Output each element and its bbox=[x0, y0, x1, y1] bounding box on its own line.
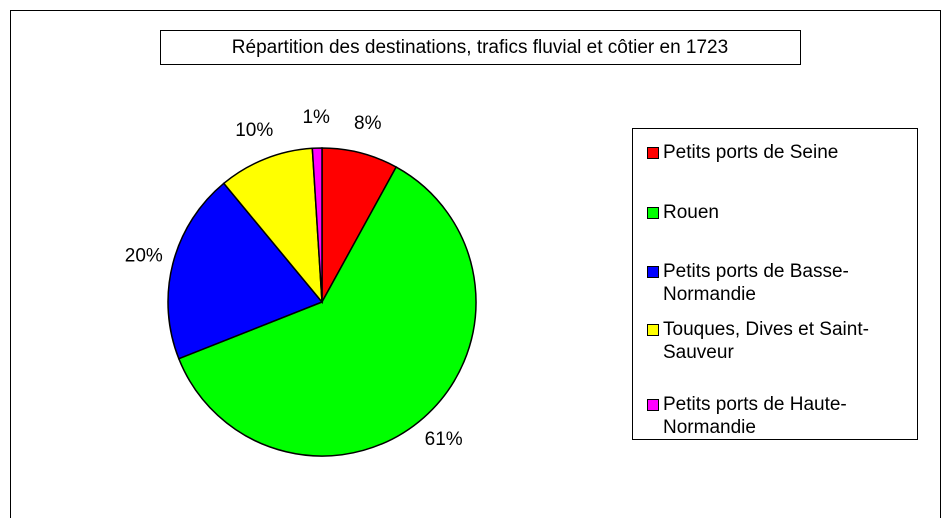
pie-slice bbox=[167, 182, 324, 360]
legend: Petits ports de Seine Rouen Petits ports d… bbox=[632, 128, 918, 440]
legend-swatch bbox=[647, 266, 659, 278]
slice-label: 8% bbox=[354, 113, 382, 134]
legend-label: Petits ports de Seine bbox=[663, 142, 839, 163]
legend-swatch bbox=[647, 399, 659, 411]
pie-slice bbox=[177, 166, 477, 457]
legend-item: Rouen bbox=[647, 201, 918, 224]
chart-border bbox=[10, 10, 941, 518]
slice-label: 1% bbox=[302, 107, 330, 128]
pie-slice bbox=[311, 147, 323, 303]
slice-label: 61% bbox=[425, 429, 463, 450]
legend-swatch bbox=[647, 324, 659, 336]
legend-label: Petits ports de Basse-Normandie bbox=[663, 261, 849, 305]
legend-label: Petits ports de Haute-Normandie bbox=[663, 394, 847, 438]
legend-label: Rouen bbox=[663, 202, 719, 223]
slice-label: 20% bbox=[125, 245, 163, 266]
chart-title: Répartition des destinations, trafics fl… bbox=[232, 37, 728, 58]
pie-slice bbox=[222, 147, 323, 305]
legend-label: Touques, Dives et Saint-Sauveur bbox=[663, 319, 869, 363]
legend-item: Petits ports de Seine bbox=[647, 141, 918, 164]
legend-item: Touques, Dives et Saint-Sauveur bbox=[647, 318, 918, 364]
legend-swatch bbox=[647, 207, 659, 219]
legend-swatch bbox=[647, 147, 659, 159]
title-box bbox=[160, 30, 801, 65]
legend-item: Petits ports de Haute-Normandie bbox=[647, 393, 918, 439]
legend-item: Petits ports de Basse-Normandie bbox=[647, 260, 918, 306]
slice-label: 10% bbox=[235, 120, 273, 141]
